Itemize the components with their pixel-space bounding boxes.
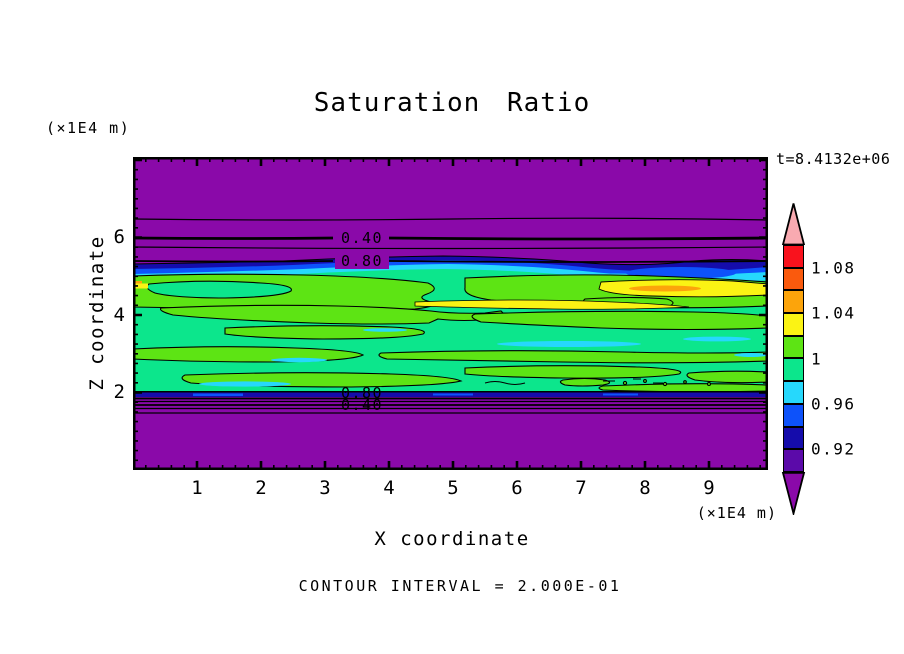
x-tick-label: 2 <box>255 477 267 499</box>
colorbar-block <box>783 426 804 450</box>
x-tick-label: 1 <box>191 477 203 499</box>
x-tick-label: 6 <box>511 477 523 499</box>
ticks-right-major <box>759 158 768 394</box>
ticks-top-major <box>195 157 711 166</box>
z-tick-label: 6 <box>113 226 125 248</box>
colorbar-block <box>783 381 804 404</box>
colorbar-tick-label: 1 <box>811 349 823 369</box>
z-tick-label: 4 <box>113 304 125 326</box>
colorbar-block <box>783 313 804 336</box>
z-axis-unit: (×1E4 m) <box>46 119 131 137</box>
x-tick-label: 4 <box>383 477 395 499</box>
x-tick-label: 7 <box>575 477 587 499</box>
contour-label-upper-040: 0.40 <box>335 230 389 246</box>
ticks-bottom-major <box>195 461 711 470</box>
colorbar-block <box>783 267 804 291</box>
chart-title: Saturation Ratio <box>313 88 591 118</box>
colorbar-block <box>783 403 804 427</box>
contour-plot-graphic <box>133 157 768 470</box>
contour-label-lower-040: 0.40 <box>340 396 384 414</box>
x-tick-label: 9 <box>703 477 715 499</box>
colorbar-tick-label: 0.92 <box>811 439 856 459</box>
colorbar-block <box>783 449 804 472</box>
z-tick-label: 2 <box>113 381 125 403</box>
contour-blobs <box>133 273 768 393</box>
colorbar-block <box>783 290 804 314</box>
x-axis-label: X coordinate <box>374 528 530 550</box>
colorbar-blocks <box>783 245 804 472</box>
colorbar-tick-label: 1.08 <box>811 258 856 278</box>
colorbar-overflow-up-arrow <box>781 203 806 245</box>
x-tick-label: 5 <box>447 477 459 499</box>
colorbar-overflow-down-arrow <box>781 472 806 515</box>
colorbar-tick-label: 0.96 <box>811 394 856 414</box>
cyan-streaks <box>199 328 768 387</box>
colorbar-block <box>783 335 804 359</box>
x-tick-label: 8 <box>639 477 651 499</box>
colorbar-tick-label: 1.04 <box>811 303 856 323</box>
contour-interval-note: CONTOUR INTERVAL = 2.000E-01 <box>298 577 622 595</box>
colorbar-block <box>783 358 804 382</box>
x-tick-label: 3 <box>319 477 331 499</box>
x-axis-unit: (×1E4 m) <box>696 504 777 522</box>
contour-label-upper-080: 0.80 <box>335 253 389 269</box>
ticks-left-major <box>133 158 142 394</box>
time-annotation: t=8.4132e+06 <box>776 150 891 168</box>
contour-label-lower-080: 0.80 <box>340 384 384 402</box>
colorbar-block <box>783 245 804 268</box>
contour-plot-area: 0.40 0.80 0.80 0.40 <box>133 157 768 470</box>
